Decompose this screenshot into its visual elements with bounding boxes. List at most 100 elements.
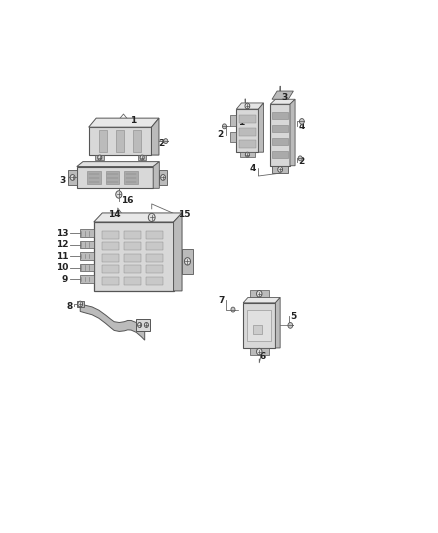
Polygon shape (80, 252, 94, 260)
Polygon shape (243, 303, 276, 348)
Polygon shape (239, 115, 256, 124)
Polygon shape (272, 166, 288, 173)
Polygon shape (159, 170, 167, 185)
Polygon shape (272, 138, 288, 145)
Polygon shape (124, 254, 141, 262)
Circle shape (140, 155, 144, 160)
Polygon shape (106, 171, 119, 184)
Polygon shape (270, 99, 295, 104)
Circle shape (257, 349, 262, 355)
Text: 13: 13 (56, 229, 68, 238)
Circle shape (300, 118, 304, 124)
Polygon shape (102, 231, 119, 239)
Text: 4: 4 (298, 122, 305, 131)
Circle shape (288, 322, 293, 328)
Text: 2: 2 (298, 157, 305, 166)
Polygon shape (239, 127, 256, 136)
Polygon shape (270, 104, 290, 166)
Polygon shape (272, 151, 288, 158)
Circle shape (145, 322, 148, 327)
Polygon shape (80, 304, 145, 340)
Polygon shape (146, 265, 162, 273)
Polygon shape (272, 125, 288, 132)
Polygon shape (146, 254, 162, 262)
Text: 16: 16 (120, 196, 133, 205)
Polygon shape (173, 213, 182, 291)
Polygon shape (68, 170, 77, 185)
Text: 9: 9 (62, 274, 68, 284)
Circle shape (298, 156, 302, 161)
Circle shape (231, 307, 235, 312)
Text: 3: 3 (60, 175, 66, 184)
Polygon shape (95, 155, 104, 160)
Text: 2: 2 (218, 130, 224, 139)
Polygon shape (146, 242, 162, 251)
Polygon shape (138, 155, 146, 160)
Text: 3: 3 (282, 93, 288, 102)
Polygon shape (124, 171, 138, 184)
Polygon shape (133, 131, 141, 152)
Polygon shape (272, 91, 293, 99)
Polygon shape (77, 301, 84, 307)
Circle shape (70, 175, 75, 180)
Text: 10: 10 (56, 263, 68, 272)
Polygon shape (240, 152, 255, 157)
Text: 8: 8 (67, 302, 73, 311)
Text: 14: 14 (108, 210, 120, 219)
Text: 7: 7 (218, 296, 224, 305)
Circle shape (184, 257, 191, 265)
Polygon shape (146, 231, 162, 239)
Polygon shape (80, 229, 94, 237)
Polygon shape (94, 222, 173, 291)
Polygon shape (247, 310, 271, 341)
Polygon shape (230, 115, 237, 125)
Circle shape (245, 152, 249, 157)
Polygon shape (94, 213, 182, 222)
Polygon shape (146, 277, 162, 285)
Text: 11: 11 (56, 252, 68, 261)
Polygon shape (124, 265, 141, 273)
Circle shape (164, 139, 168, 143)
Polygon shape (276, 297, 280, 348)
Polygon shape (230, 132, 237, 142)
Polygon shape (88, 118, 159, 127)
Polygon shape (253, 325, 262, 334)
Polygon shape (99, 131, 107, 152)
Circle shape (223, 124, 226, 129)
Polygon shape (250, 348, 268, 356)
Circle shape (278, 166, 283, 172)
Polygon shape (124, 277, 141, 285)
Polygon shape (102, 265, 119, 273)
Circle shape (245, 103, 250, 109)
Polygon shape (182, 249, 193, 273)
Polygon shape (80, 241, 94, 248)
Polygon shape (153, 161, 159, 188)
Circle shape (78, 301, 83, 307)
Circle shape (116, 191, 122, 198)
Polygon shape (77, 166, 153, 188)
Circle shape (257, 290, 262, 297)
Polygon shape (124, 231, 141, 239)
Text: 2: 2 (159, 139, 165, 148)
Circle shape (148, 213, 155, 222)
Polygon shape (239, 140, 256, 148)
Polygon shape (290, 99, 295, 166)
Polygon shape (243, 297, 280, 303)
Text: 4: 4 (250, 164, 256, 173)
Polygon shape (102, 242, 119, 251)
Circle shape (138, 322, 141, 327)
Text: 5: 5 (290, 312, 297, 321)
Text: 1: 1 (237, 118, 244, 127)
Polygon shape (116, 131, 124, 152)
Text: 12: 12 (56, 240, 68, 249)
Polygon shape (80, 264, 94, 271)
Polygon shape (102, 277, 119, 285)
Text: 1: 1 (130, 116, 136, 125)
Polygon shape (77, 161, 159, 166)
Polygon shape (250, 290, 268, 297)
Polygon shape (88, 127, 152, 155)
Polygon shape (237, 103, 264, 109)
Polygon shape (80, 276, 94, 282)
Polygon shape (87, 171, 101, 184)
Circle shape (98, 155, 102, 160)
